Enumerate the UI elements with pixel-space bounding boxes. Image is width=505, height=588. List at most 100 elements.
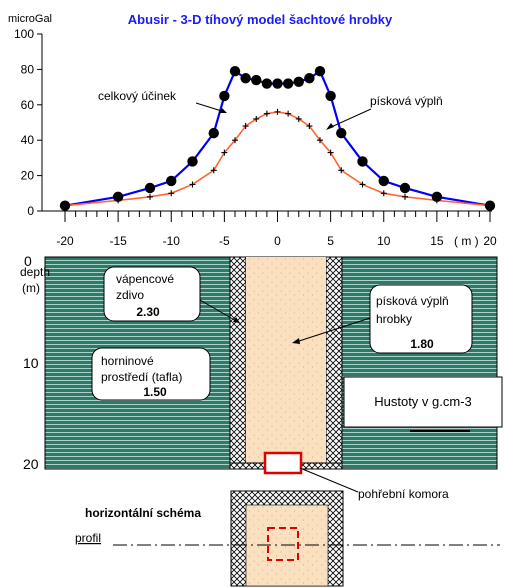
- plan-view: horizontální schéma profil: [75, 490, 500, 587]
- sand-fill: [246, 257, 326, 464]
- data-point: [338, 167, 345, 174]
- x-axis-unit: ( m ): [454, 234, 479, 248]
- series-line: [64, 111, 491, 207]
- x-tick-label: 15: [430, 234, 444, 248]
- data-point: [293, 76, 304, 87]
- leader-celkovy-ucinek: [195, 102, 226, 113]
- data-point: [144, 182, 156, 194]
- x-tick-label: 20: [483, 234, 497, 248]
- sand-label: písková výplň hrobky: [376, 294, 452, 326]
- data-point: [325, 90, 336, 102]
- x-tick-label: -10: [163, 234, 181, 248]
- plan-title: horizontální schéma: [85, 506, 201, 520]
- data-point: [147, 193, 153, 200]
- leader-limestone: [199, 299, 239, 323]
- density-legend-text: Hustoty v g.cm-3: [374, 394, 472, 409]
- arrowhead-celkovy-ucinek: [219, 108, 227, 113]
- plan-chamber: [267, 527, 299, 561]
- x-tick-label: -20: [56, 234, 74, 248]
- data-point: [295, 115, 302, 122]
- leader-piskova-vypln: [328, 108, 372, 129]
- x-tick-label: 0: [274, 234, 281, 248]
- data-point: [166, 175, 177, 187]
- limestone-label: vápencové zdivo: [116, 272, 177, 302]
- data-point: [221, 149, 228, 156]
- data-point: [431, 191, 443, 203]
- data-point: [253, 115, 260, 122]
- data-point: [399, 182, 411, 194]
- y-tick-label: 20: [21, 169, 35, 183]
- chamber-label: pohřební komora: [358, 487, 449, 501]
- y-tick-label: 0: [27, 204, 34, 218]
- limestone-label-box: [103, 266, 201, 322]
- data-point: [229, 65, 241, 77]
- depth-label: depth: [20, 265, 50, 279]
- data-point: [317, 137, 323, 144]
- profile-label: profil: [75, 531, 101, 545]
- y-tick-label: 80: [21, 62, 35, 76]
- left-wall: [229, 256, 247, 470]
- data-point: [336, 127, 347, 139]
- data-point: [304, 73, 315, 84]
- data-point: [378, 175, 389, 187]
- x-tick-labels: -20 -15 -10 -5 0 5 10 15 20: [56, 234, 497, 248]
- depth-tick-20: 20: [23, 456, 39, 472]
- leader-chamber: [299, 467, 359, 493]
- data-point: [272, 78, 283, 89]
- y-ticks: 0 20 40 60 80 100: [14, 27, 42, 218]
- data-point: [402, 193, 408, 200]
- y-tick-label: 100: [14, 27, 34, 41]
- data-point: [187, 156, 198, 167]
- arrowhead-sand: [292, 338, 300, 344]
- data-point: [112, 191, 124, 203]
- x-ticks: [64, 211, 491, 222]
- series-layer: [59, 65, 496, 211]
- data-point: [487, 202, 493, 209]
- leader-sand: [295, 317, 371, 343]
- data-point: [242, 123, 249, 130]
- limestone-density: 2.30: [136, 305, 160, 319]
- data-point: [219, 90, 230, 102]
- data-point: [261, 78, 273, 89]
- data-point: [210, 167, 217, 174]
- arrowhead-limestone: [233, 317, 240, 323]
- x-tick-label: -5: [219, 234, 230, 248]
- y-tick-label: 40: [21, 133, 35, 147]
- burial-chamber: [263, 451, 303, 475]
- y-tick-label: 60: [21, 98, 35, 112]
- data-point: [208, 127, 219, 139]
- sand-label-box: [369, 284, 473, 354]
- host-label-box: [91, 347, 211, 401]
- data-point: [274, 108, 281, 115]
- x-tick-label: 10: [377, 234, 391, 248]
- right-wall: [325, 256, 343, 470]
- label-celkovy-ucinek: celkový účinek: [98, 89, 177, 103]
- data-point: [314, 65, 326, 77]
- data-point: [263, 110, 270, 117]
- data-point: [306, 123, 313, 130]
- data-point: [240, 73, 251, 84]
- data-point: [327, 149, 334, 156]
- host-label: horninové prostředí (tafla): [101, 354, 182, 384]
- depth-tick-0: 0: [24, 253, 32, 269]
- data-point: [168, 190, 175, 197]
- data-point: [359, 181, 366, 188]
- data-point: [189, 181, 196, 188]
- host-density: 1.50: [143, 385, 167, 399]
- x-tick-label: -15: [109, 234, 127, 248]
- cross-section: depth (m) 0 10 20 vápencové zdivo 2.30 p…: [20, 253, 503, 501]
- data-point: [433, 197, 440, 204]
- data-point: [62, 202, 68, 209]
- density-legend-box: [343, 376, 503, 428]
- data-point: [115, 197, 122, 204]
- depth-unit: (m): [22, 281, 40, 295]
- data-point: [380, 190, 387, 197]
- depth-tick-10: 10: [23, 355, 39, 371]
- x-tick-label: 5: [327, 234, 334, 248]
- arrowhead-piskova-vypln: [326, 123, 334, 130]
- data-point: [232, 137, 238, 144]
- data-point: [357, 156, 368, 167]
- data-point: [285, 110, 292, 117]
- chart-title: Abusir - 3-D tíhový model šachtové hrobk…: [128, 12, 393, 27]
